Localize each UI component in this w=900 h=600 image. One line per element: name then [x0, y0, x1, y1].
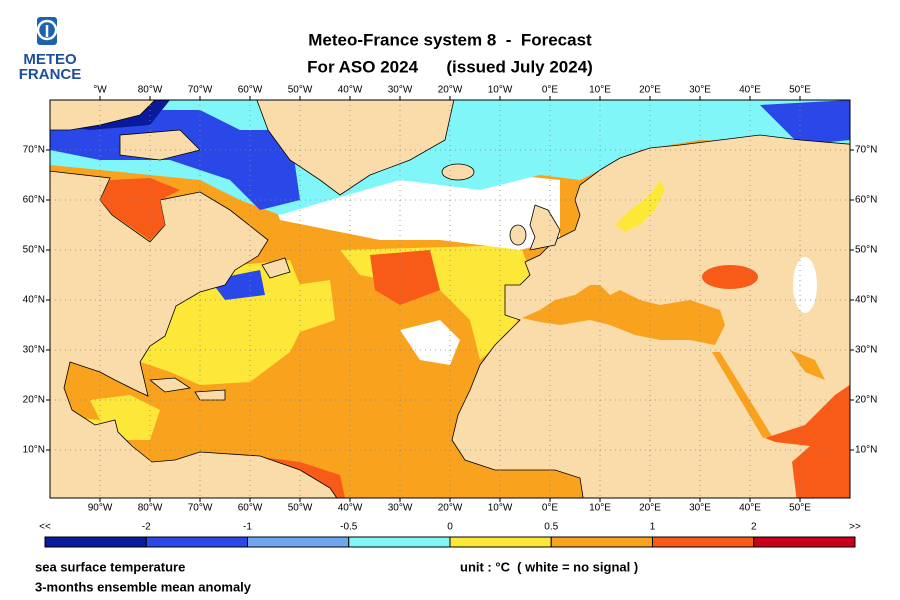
caspian-sea [793, 257, 817, 313]
top-lon-label: 30°E [689, 85, 711, 96]
land [256, 100, 455, 196]
anomaly-area [135, 280, 335, 385]
anomaly-area [760, 100, 850, 145]
left-lat-label: 10°N [23, 445, 45, 456]
land [119, 129, 201, 161]
top-lon-label: 40°W [338, 85, 363, 96]
land [261, 257, 291, 279]
arabian-sea [765, 384, 850, 498]
legend-swatch [449, 536, 552, 548]
bottom-lon-label: 10°W [488, 503, 513, 514]
legend-label: 2 [751, 522, 757, 533]
persian-gulf [790, 350, 825, 380]
land [509, 224, 527, 246]
variable-label: sea surface temperature [35, 559, 185, 574]
bottom-lon-label: 30°E [689, 503, 711, 514]
left-lat-label: 30°N [23, 345, 45, 356]
bottom-lon-label: 60°W [238, 503, 263, 514]
legend-swatch [44, 536, 147, 548]
top-lon-label: 10°W [488, 85, 513, 96]
top-lon-label: 50°W [288, 85, 313, 96]
legend-swatch [753, 536, 856, 548]
legend-label: 0.5 [544, 522, 558, 533]
anomaly-area [370, 250, 440, 305]
top-lon-label: 20°E [639, 85, 661, 96]
left-lat-label: 60°N [23, 195, 45, 206]
legend-label: -2 [142, 522, 151, 533]
bottom-lon-label: 20°W [438, 503, 463, 514]
legend-label: 0 [447, 522, 453, 533]
logo-mark [36, 19, 58, 41]
black-sea [702, 265, 758, 289]
right-lat-label: 60°N [855, 195, 877, 206]
hudson-bay [100, 178, 180, 240]
mediterranean-sea [522, 285, 725, 345]
top-lon-label: 0°E [542, 85, 559, 96]
legend-label: 1 [650, 522, 656, 533]
bottom-lon-label: 70°W [188, 503, 213, 514]
top-lon-label: 30°W [388, 85, 413, 96]
right-lat-label: 30°N [855, 345, 877, 356]
top-lon-label: 70°W [188, 85, 213, 96]
bottom-lon-label: 20°E [639, 503, 661, 514]
top-lon-label: 60°W [238, 85, 263, 96]
bottom-lon-label: 40°W [338, 503, 363, 514]
bottom-lon-label: 50°W [288, 503, 313, 514]
legend-swatch [145, 536, 248, 548]
map-body [50, 100, 850, 498]
bottom-lon-label: 30°W [388, 503, 413, 514]
top-lon-label: 50°E [789, 85, 811, 96]
top-lon-label: 20°W [438, 85, 463, 96]
land [148, 377, 192, 393]
bottom-lon-label: 40°E [739, 503, 761, 514]
left-lat-label: 40°N [23, 295, 45, 306]
right-lat-label: 10°N [855, 445, 877, 456]
top-lon-label: 10°E [589, 85, 611, 96]
bottom-lon-label: 80°W [138, 503, 163, 514]
land [50, 170, 338, 498]
unit-label: unit : °C ( white = no signal ) [460, 559, 638, 574]
no-signal-area [400, 320, 460, 365]
legend-label: >> [849, 522, 861, 533]
top-lon-label: 40°E [739, 85, 761, 96]
bottom-lon-label: 0°E [542, 503, 559, 514]
description-label: 3-months ensemble mean anomaly [35, 579, 252, 594]
left-lat-label: 70°N [23, 145, 45, 156]
subtitle: For ASO 2024 (issued July 2024) [307, 57, 593, 76]
legend-swatch [652, 536, 755, 548]
red-sea [712, 352, 772, 438]
legend-label: << [39, 522, 51, 533]
map-labels: °W 80°W 70°W 60°W 50°W 40°W 30°W 20°W 10°W 0°E 10°… [23, 85, 878, 514]
logo-text: FRANCE [19, 66, 82, 83]
graticule [50, 100, 850, 498]
bottom-lon-label: 50°E [789, 503, 811, 514]
legend-swatch [348, 536, 451, 548]
left-lat-label: 20°N [23, 395, 45, 406]
bottom-lon-label: 10°E [589, 503, 611, 514]
land [529, 204, 561, 251]
legend: << -2 -1 -0.5 0 0.5 1 2 >> [39, 522, 861, 548]
map: °W 80°W 70°W 60°W 50°W 40°W 30°W 20°W 10°W 0°E 10°… [23, 85, 878, 514]
land [194, 389, 226, 401]
legend-swatch [550, 536, 653, 548]
right-lat-label: 40°N [855, 295, 877, 306]
right-lat-label: 20°N [855, 395, 877, 406]
title: Meteo-France system 8 - Forecast [308, 30, 592, 49]
left-lat-label: 50°N [23, 245, 45, 256]
bottom-lon-label: 90°W [88, 503, 113, 514]
anomaly-area [50, 110, 300, 210]
legend-label: -1 [243, 522, 252, 533]
baltic-sea [615, 180, 665, 232]
legend-label: -0.5 [340, 522, 358, 533]
legend-swatch [247, 536, 350, 548]
land [441, 163, 475, 181]
top-lon-label: °W [93, 85, 107, 96]
top-lon-label: 80°W [138, 85, 163, 96]
logo-text: METEO [23, 51, 77, 68]
right-lat-label: 50°N [855, 245, 877, 256]
right-lat-label: 70°N [855, 145, 877, 156]
